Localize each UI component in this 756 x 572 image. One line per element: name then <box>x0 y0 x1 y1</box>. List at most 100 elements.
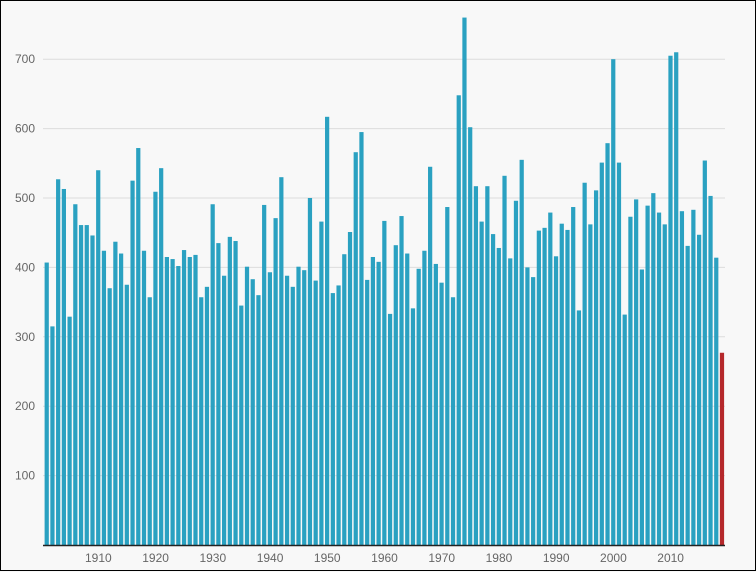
bar-1916 <box>130 180 135 545</box>
bar-1919 <box>147 297 152 545</box>
x-tick-label: 1940 <box>257 551 284 565</box>
x-tick-label: 1910 <box>85 551 112 565</box>
bar-1928 <box>199 297 204 545</box>
bar-1935 <box>239 305 244 545</box>
bar-1980 <box>496 247 501 545</box>
y-tick-label: 600 <box>15 122 35 136</box>
x-tick-label: 1970 <box>428 551 455 565</box>
bar-1975 <box>468 127 473 545</box>
x-tick-label: 1980 <box>486 551 513 565</box>
bar-1996 <box>588 224 593 545</box>
bar-1986 <box>531 277 536 545</box>
bar-1963 <box>399 216 404 545</box>
y-tick-label: 100 <box>15 469 35 483</box>
bar-1922 <box>164 256 169 545</box>
x-tick-label: 1960 <box>371 551 398 565</box>
y-tick-label: 400 <box>15 260 35 274</box>
bar-1993 <box>571 207 576 545</box>
bar-1983 <box>513 200 519 545</box>
bar-1994 <box>576 310 582 545</box>
bar-2000 <box>611 59 616 545</box>
bar-1917 <box>136 148 141 546</box>
bar-1924 <box>176 266 181 545</box>
bar-2006 <box>645 205 650 545</box>
bar-2009 <box>662 224 667 545</box>
bar-1953 <box>342 254 347 546</box>
bar-1904 <box>61 188 66 545</box>
bar-1979 <box>490 234 496 545</box>
bar-1931 <box>216 243 221 546</box>
y-tick-label: 500 <box>15 191 35 205</box>
bar-1950 <box>325 116 330 545</box>
bar-1946 <box>302 270 307 545</box>
bar-1927 <box>193 254 198 545</box>
bar-1915 <box>124 284 129 545</box>
y-tick-label: 300 <box>15 330 35 344</box>
bar-1913 <box>113 241 118 546</box>
x-tick-label: 2000 <box>600 551 627 565</box>
bar-2010 <box>668 55 673 545</box>
bar-1911 <box>101 250 107 545</box>
bar-1969 <box>433 263 438 545</box>
bar-1995 <box>582 182 587 545</box>
bar-1902 <box>50 326 55 545</box>
bar-1957 <box>365 279 370 545</box>
bar-1932 <box>222 275 227 545</box>
bar-1967 <box>422 250 427 545</box>
bar-2001 <box>616 162 622 545</box>
bar-2015 <box>696 234 702 546</box>
bar-1961 <box>387 313 393 545</box>
bar-1938 <box>256 295 261 545</box>
bar-1985 <box>525 267 530 545</box>
bar-1944 <box>290 286 295 545</box>
bar-1949 <box>319 221 324 545</box>
bar-2003 <box>628 216 633 545</box>
bar-1926 <box>187 256 192 545</box>
bar-2013 <box>685 245 690 546</box>
bar-1939 <box>262 204 267 545</box>
bar-1940 <box>267 272 273 545</box>
bar-1965 <box>410 308 416 545</box>
bar-1929 <box>204 286 210 545</box>
bar-1908 <box>84 225 89 546</box>
bar-1974 <box>462 17 467 546</box>
bar-1984 <box>519 159 524 545</box>
bar-1930 <box>210 204 215 545</box>
bar-1966 <box>416 268 421 545</box>
bar-1936 <box>244 266 250 545</box>
bar-1955 <box>353 152 358 546</box>
bar-1921 <box>159 168 164 545</box>
bar-2011 <box>674 52 679 545</box>
bar-1959 <box>376 261 381 545</box>
bar-1987 <box>536 230 541 546</box>
bar-1982 <box>508 258 513 545</box>
bar-1952 <box>336 285 341 545</box>
bar-1948 <box>313 280 318 545</box>
bar-1956 <box>359 132 364 545</box>
bar-1992 <box>565 229 570 545</box>
bar-1990 <box>553 256 559 545</box>
bar-1972 <box>450 297 456 545</box>
bar-1964 <box>405 253 410 545</box>
y-tick-label: 700 <box>15 52 35 66</box>
bar-1971 <box>445 207 450 545</box>
bar-1933 <box>227 236 232 545</box>
bar-1943 <box>284 275 290 545</box>
bar-2004 <box>634 199 639 545</box>
bar-1941 <box>273 218 278 545</box>
bar-2012 <box>679 211 685 545</box>
x-tick-label: 1920 <box>142 551 169 565</box>
x-tick-label: 1950 <box>314 551 341 565</box>
bar-2016 <box>702 160 707 546</box>
bar-1937 <box>250 279 255 545</box>
bar-1923 <box>170 259 175 545</box>
bar-2007 <box>651 193 656 545</box>
bar-1970 <box>439 282 444 545</box>
bar-2019 <box>719 352 725 545</box>
bar-1934 <box>233 241 238 545</box>
bar-1909 <box>90 235 95 545</box>
bar-1998 <box>599 162 604 545</box>
bar-1989 <box>548 212 553 545</box>
